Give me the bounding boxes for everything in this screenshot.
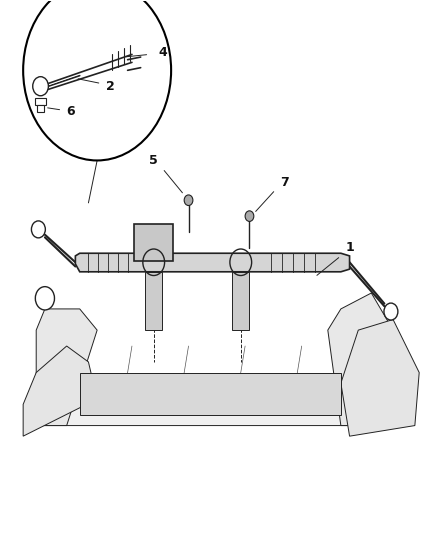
Text: 6: 6 [67,104,75,118]
Polygon shape [80,373,341,415]
Text: 4: 4 [158,46,167,59]
Circle shape [245,211,254,221]
Text: 2: 2 [106,80,115,93]
Circle shape [33,77,48,96]
FancyBboxPatch shape [37,105,45,112]
Circle shape [32,221,46,238]
Text: 5: 5 [149,154,158,167]
Circle shape [184,195,193,206]
Circle shape [35,287,54,310]
Polygon shape [328,293,393,425]
Polygon shape [341,319,419,436]
Polygon shape [145,272,162,330]
Polygon shape [75,253,350,272]
Circle shape [384,303,398,320]
Polygon shape [23,346,97,436]
Polygon shape [232,272,250,330]
FancyBboxPatch shape [35,98,46,105]
Text: 7: 7 [280,176,289,189]
Polygon shape [36,399,402,425]
FancyBboxPatch shape [134,224,173,261]
Text: 1: 1 [345,241,354,254]
Polygon shape [36,309,97,425]
